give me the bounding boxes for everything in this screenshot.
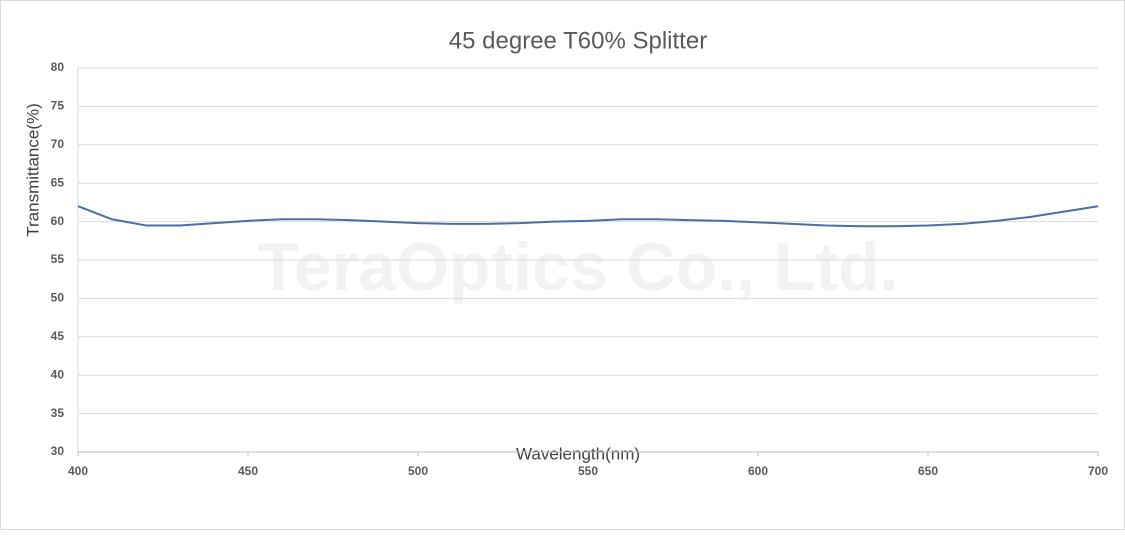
y-tick-label: 80 <box>51 60 65 74</box>
chart-title: 45 degree T60% Splitter <box>449 27 707 54</box>
y-tick-label: 50 <box>51 291 65 305</box>
y-tick-label: 70 <box>51 137 65 151</box>
x-tick-label: 400 <box>68 464 88 478</box>
y-tick-label: 75 <box>51 99 65 113</box>
x-tick-label: 600 <box>748 464 768 478</box>
watermark: TeraOptics Co., Ltd. <box>257 229 898 305</box>
x-tick-label: 500 <box>408 464 428 478</box>
x-tick-label: 550 <box>578 464 598 478</box>
y-tick-label: 30 <box>51 444 65 458</box>
y-tick-label: 35 <box>51 406 65 420</box>
x-tick-label: 650 <box>918 464 938 478</box>
y-tick-label: 45 <box>51 329 65 343</box>
x-tick-label: 700 <box>1088 464 1108 478</box>
y-tick-label: 55 <box>51 252 65 266</box>
y-tick-label: 40 <box>51 367 65 381</box>
data-line <box>77 205 1099 228</box>
x-axis-label: Wavelength(nm) <box>516 444 640 463</box>
y-tick-label: 65 <box>51 175 65 189</box>
x-tick-label: 450 <box>238 464 258 478</box>
y-tick-label: 60 <box>51 214 65 228</box>
y-axis-label: Transmittance(%) <box>23 103 42 237</box>
